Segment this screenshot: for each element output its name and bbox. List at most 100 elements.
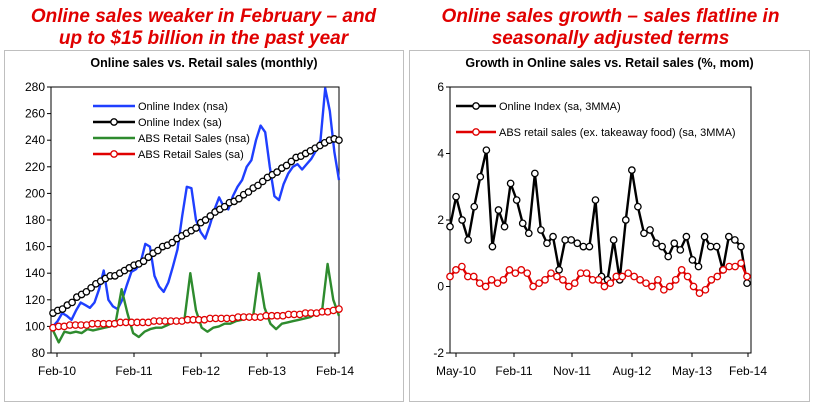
x-tick-label: Feb-14 (729, 364, 767, 378)
legend-label-0: Online Index (nsa) (138, 101, 228, 113)
series-0-point (531, 169, 539, 178)
y-tick-label: 4 (437, 147, 444, 161)
series-0-point (446, 222, 454, 231)
series-0-point (567, 236, 576, 244)
series-1-point (523, 269, 532, 278)
y-tick-label: 280 (25, 80, 45, 94)
y-tick-label: 160 (25, 240, 45, 254)
series-0-point (652, 239, 660, 248)
series-1-point (58, 305, 67, 313)
series-1-point (82, 287, 91, 296)
legend-label-1: ABS retail sales (ex. takeaway food) (sa… (499, 127, 736, 139)
series-0-point (688, 256, 697, 264)
series-1-point (582, 269, 591, 278)
x-tick-label: Feb-12 (182, 364, 220, 378)
series-0-point (694, 262, 703, 271)
series-1-point (206, 212, 215, 220)
series-1-point (168, 238, 177, 247)
series-1-point (258, 177, 267, 186)
series-1-point (481, 282, 490, 291)
series-0-point (512, 196, 521, 204)
growth-chart: -2 0 2 4 6 May-10 Feb-11 Nov-11 Aug-12 May-13 Feb-… (433, 80, 767, 378)
series-1-point (636, 276, 644, 284)
y-tick-label: 80 (32, 346, 46, 360)
series-line-2 (51, 262, 341, 344)
series-1-point (618, 272, 627, 281)
series-1-point (677, 266, 686, 274)
legend-marker-1 (110, 118, 118, 126)
series-0-point (621, 216, 630, 224)
y-tick-label: 240 (25, 133, 45, 147)
series-0-point (737, 242, 745, 251)
series-0-point (518, 219, 527, 228)
series-0-point (555, 266, 563, 274)
series-1-point (469, 272, 478, 281)
series-0-point (591, 196, 600, 204)
series-0-point (482, 146, 491, 155)
x-tick-label: May-10 (436, 364, 476, 378)
series-1-point (452, 266, 460, 274)
x-tick-label: Feb-10 (38, 364, 76, 378)
series-0-point (743, 279, 751, 288)
series-1-point (559, 276, 567, 284)
x-tick-label: Feb-11 (495, 364, 532, 378)
series-1-point (594, 276, 603, 284)
series-1-point (475, 279, 484, 288)
series-0-point (700, 232, 709, 241)
series-1-point (570, 279, 579, 288)
series-3-point (335, 305, 343, 313)
series-1-point (517, 266, 526, 274)
series-0-point (464, 236, 473, 244)
series-0-point (670, 239, 679, 248)
series-1-point (87, 283, 95, 292)
series-1-point (139, 257, 148, 266)
series-1-point (683, 272, 692, 281)
series-1-point (659, 285, 668, 294)
series-1-point (235, 194, 243, 203)
x-tick-label: May-13 (672, 364, 712, 378)
series-1-point (282, 161, 291, 170)
series-0-point (658, 242, 666, 251)
series-0-point (712, 242, 721, 251)
series-0-point (458, 216, 466, 224)
series-1-point (737, 259, 745, 268)
online-vs-retail-chart: 80 100 120 140 160 180 200 220 240 260 280 Feb-10 Fe… (25, 80, 354, 378)
y-tick-label: 2 (437, 213, 444, 227)
right-chart-title: Growth in Online sales vs. Retail sales … (465, 56, 754, 70)
x-tick-label: Nov-11 (553, 364, 591, 378)
series-1-point (144, 253, 153, 262)
left-heading-line1: Online sales weaker in February – and (30, 6, 377, 27)
right-panel: Online sales growth – sales flatline in … (407, 0, 814, 404)
series-1-point (553, 272, 561, 281)
series-1-point (606, 279, 615, 288)
series-1-point (244, 188, 253, 196)
series-0-point (506, 179, 515, 188)
series-0-point (646, 226, 654, 234)
series-1-point (154, 246, 162, 255)
legend-label-0: Online Index (sa, 3MMA) (499, 101, 621, 113)
series-1-point (689, 282, 698, 291)
series-0-point (488, 242, 497, 251)
series-1-point (192, 224, 200, 232)
series-0-point (494, 206, 503, 214)
series-1-point (671, 276, 680, 284)
legend-label-3: ABS Retail Sales (sa) (138, 149, 244, 161)
series-0-point (682, 232, 691, 241)
series-0-point (452, 192, 460, 201)
series-1-point (695, 289, 704, 297)
y-tick-label: 260 (25, 107, 45, 121)
x-tick-label: Feb-11 (115, 364, 152, 378)
y-tick-label: 120 (25, 293, 45, 307)
series-1-point (511, 269, 520, 278)
series-1-point (287, 157, 296, 166)
series-1-point (707, 276, 716, 284)
y-tick-label: 0 (437, 280, 444, 294)
y-tick-label: 200 (25, 186, 45, 200)
y-tick-label: 180 (25, 213, 45, 227)
y-tick-label: -2 (433, 346, 444, 360)
right-chart-box: Growth in Online sales vs. Retail sales … (409, 50, 810, 402)
series-1-point (335, 136, 343, 145)
series-1-point (254, 181, 262, 190)
right-heading-line2: seasonally adjusted terms (491, 28, 730, 49)
left-heading-line2: up to $15 billion in the past year (58, 28, 349, 49)
